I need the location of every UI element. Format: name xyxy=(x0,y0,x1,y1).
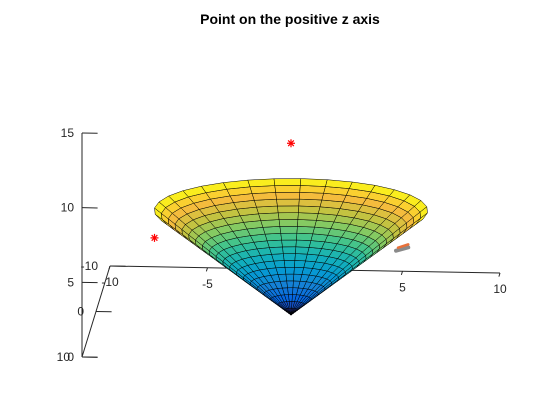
surface-patch xyxy=(278,219,299,227)
z-tick-label: 5 xyxy=(67,275,74,289)
surface-patch xyxy=(280,232,298,241)
surface-patch xyxy=(264,233,282,242)
surface-patch xyxy=(294,260,306,268)
star-marker-0 xyxy=(287,139,295,148)
surface-patch xyxy=(293,267,305,275)
surface-patch xyxy=(258,212,280,221)
surface-patch xyxy=(269,246,284,255)
surface-patch xyxy=(279,226,298,234)
surface-patch xyxy=(281,239,297,248)
surface-patch xyxy=(284,267,295,275)
surface-patch xyxy=(277,212,299,220)
surface-patch xyxy=(285,273,295,282)
star-stroke xyxy=(151,234,158,242)
x-tick-label: 5 xyxy=(399,280,406,294)
surface-patch xyxy=(277,205,300,214)
star-stroke xyxy=(287,140,295,147)
surface-patch xyxy=(253,198,278,208)
x-tick-mark xyxy=(108,265,111,270)
surface-patch xyxy=(283,253,296,261)
surface-patch xyxy=(300,178,328,187)
data-markers xyxy=(150,139,411,253)
x-tick-mark xyxy=(498,272,501,277)
x-tick-label: -5 xyxy=(202,277,213,291)
star-marker-1 xyxy=(150,233,159,242)
x-tick-label: -10 xyxy=(101,275,119,289)
surface-patch xyxy=(297,212,319,221)
surface-patch xyxy=(274,185,301,193)
surface-patch xyxy=(276,198,300,207)
surface-patch xyxy=(260,219,281,228)
surface-patch xyxy=(299,192,324,201)
z-tick-label: 15 xyxy=(61,126,75,140)
cone-surface xyxy=(154,178,428,316)
surface-patch xyxy=(294,253,308,262)
z-tick-label: 0 xyxy=(67,350,74,364)
surface-patch xyxy=(273,178,302,186)
segment-line xyxy=(396,243,410,249)
surface-patch xyxy=(295,246,310,255)
surface-patch xyxy=(247,178,276,188)
x-tick-mark xyxy=(205,267,208,272)
surface-patch xyxy=(296,232,314,241)
y-tick-label: 10 xyxy=(57,350,71,364)
surface-patch xyxy=(297,219,317,228)
surface-patch xyxy=(287,287,294,295)
surface-patch xyxy=(298,198,323,208)
surface-patch xyxy=(295,239,312,248)
surface-patch xyxy=(273,260,286,269)
segment-shadow xyxy=(394,245,411,253)
surface-patch xyxy=(293,273,303,282)
surface-patch xyxy=(283,260,296,268)
surface-patch xyxy=(275,192,301,200)
surface-patch xyxy=(275,267,287,275)
surface-patch xyxy=(271,253,285,262)
surface-patch xyxy=(296,226,315,235)
y-tick-label: -10 xyxy=(81,259,99,273)
surface-patch xyxy=(282,246,297,254)
surface-patch xyxy=(262,226,282,235)
z-tick-label: 10 xyxy=(61,201,75,215)
surface-patch xyxy=(266,239,283,248)
surface-patch xyxy=(286,280,294,289)
y-tick-label: 0 xyxy=(77,305,84,319)
surface-patch xyxy=(298,205,321,214)
chart-title: Point on the positive z axis xyxy=(200,11,380,27)
x-tick-label: 10 xyxy=(493,282,507,296)
x-tick-mark xyxy=(400,271,403,276)
